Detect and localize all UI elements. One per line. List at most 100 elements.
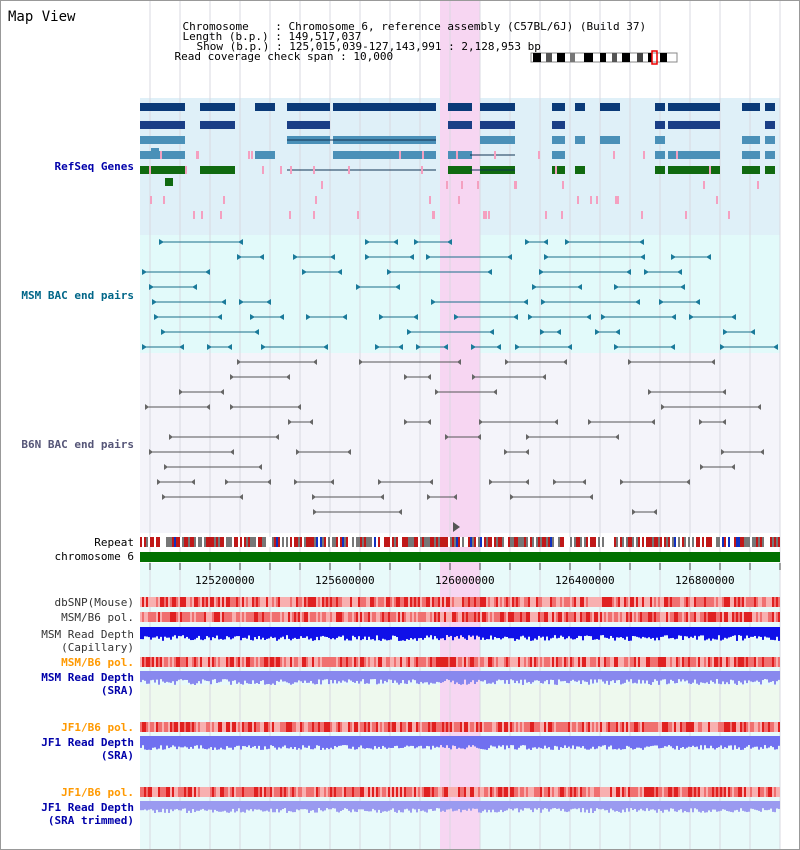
read-depth-bar	[574, 671, 576, 682]
polymorphism-mark	[312, 657, 314, 667]
polymorphism-mark	[254, 787, 256, 797]
read-depth-bar	[676, 736, 678, 746]
polymorphism-mark	[368, 787, 370, 797]
polymorphism-mark	[278, 787, 280, 797]
read-depth-bar	[484, 801, 486, 810]
read-depth-bar	[226, 736, 228, 747]
polymorphism-mark	[462, 657, 464, 667]
polymorphism-mark	[582, 657, 584, 667]
polymorphism-mark	[384, 612, 386, 622]
polymorphism-mark	[430, 612, 432, 622]
read-depth-bar	[342, 627, 344, 636]
polymorphism-mark	[440, 722, 442, 732]
read-depth-bar	[148, 671, 150, 684]
polymorphism-mark	[700, 657, 702, 667]
selection-highlight	[440, 0, 480, 850]
gene-feature	[655, 151, 665, 159]
read-depth-bar	[612, 627, 614, 638]
read-depth-bar	[582, 671, 584, 681]
coverage-key: Read coverage check span	[174, 50, 334, 63]
polymorphism-mark	[476, 722, 478, 732]
read-depth-bar	[554, 801, 556, 809]
read-depth-bar	[576, 627, 578, 638]
read-depth-bar	[662, 671, 664, 680]
read-depth-bar	[548, 671, 550, 685]
polymorphism-mark	[518, 612, 520, 622]
repeat-mark	[224, 537, 226, 547]
read-depth-bar	[640, 671, 642, 684]
gene-feature	[448, 103, 472, 111]
read-depth-bar	[722, 627, 724, 640]
read-depth-bar	[424, 627, 426, 638]
read-depth-bar	[680, 627, 682, 636]
read-depth-bar	[632, 671, 634, 684]
polymorphism-mark	[760, 597, 762, 607]
read-depth-bar	[594, 671, 596, 680]
refseq-track-label[interactable]: RefSeq Genes	[54, 160, 134, 173]
repeat-mark	[610, 537, 612, 547]
msm-bac-track-label[interactable]: MSM BAC end pairs	[21, 289, 134, 302]
repeat-mark	[730, 537, 732, 547]
polymorphism-mark	[520, 657, 522, 667]
repeat-mark	[764, 537, 766, 547]
polymorphism-mark	[718, 612, 720, 622]
polymorphism-mark	[266, 722, 268, 732]
polymorphism-mark	[430, 722, 432, 732]
polymorphism-mark	[222, 722, 224, 732]
polymorphism-mark	[764, 722, 766, 732]
polymorphism-mark	[320, 657, 322, 667]
polymorphism-mark	[242, 787, 244, 797]
bac-end	[359, 359, 363, 365]
repeat-mark	[292, 537, 294, 547]
msm-depth-sra-label: MSM Read Depth	[41, 671, 134, 684]
polymorphism-mark	[412, 722, 414, 732]
read-depth-bar	[680, 671, 682, 682]
read-depth-bar	[176, 671, 178, 682]
polymorphism-mark	[314, 722, 316, 732]
read-depth-bar	[162, 627, 164, 641]
read-depth-bar	[612, 671, 614, 681]
repeat-mark	[228, 537, 230, 547]
polymorphism-mark	[648, 787, 650, 797]
read-depth-bar	[502, 736, 504, 746]
polymorphism-mark	[450, 722, 452, 732]
repeat-mark	[406, 537, 408, 547]
polymorphism-mark	[652, 657, 654, 667]
polymorphism-mark	[374, 787, 376, 797]
polymorphism-mark	[456, 657, 458, 667]
read-depth-bar	[776, 627, 778, 637]
polymorphism-mark	[742, 597, 744, 607]
polymorphism-mark	[218, 722, 220, 732]
polymorphism-mark	[636, 722, 638, 732]
read-depth-bar	[430, 627, 432, 636]
read-depth-bar	[648, 627, 650, 638]
polymorphism-mark	[160, 612, 162, 622]
polymorphism-mark	[406, 597, 408, 607]
polymorphism-mark	[170, 657, 172, 667]
polymorphism-mark	[394, 722, 396, 732]
read-depth-bar	[152, 736, 154, 748]
read-depth-bar	[470, 736, 472, 747]
bac-end	[671, 314, 676, 320]
polymorphism-mark	[302, 597, 304, 607]
b6n-bac-track-label[interactable]: B6N BAC end pairs	[21, 438, 134, 451]
bac-end	[142, 344, 147, 350]
bac-end	[313, 359, 317, 365]
read-depth-bar	[208, 801, 210, 810]
repeat-mark	[258, 537, 260, 547]
read-depth-bar	[174, 627, 176, 636]
polymorphism-mark	[200, 612, 202, 622]
read-depth-bar	[596, 671, 598, 683]
read-depth-bar	[380, 801, 382, 813]
polymorphism-mark	[208, 657, 210, 667]
read-depth-bar	[256, 671, 258, 684]
polymorphism-mark	[622, 612, 624, 622]
repeat-mark	[748, 537, 750, 547]
read-depth-bar	[544, 671, 546, 682]
read-depth-bar	[656, 801, 658, 813]
gene-feature	[742, 103, 760, 111]
bac-end	[145, 404, 149, 410]
read-depth-bar	[498, 801, 500, 812]
polymorphism-mark	[734, 597, 736, 607]
